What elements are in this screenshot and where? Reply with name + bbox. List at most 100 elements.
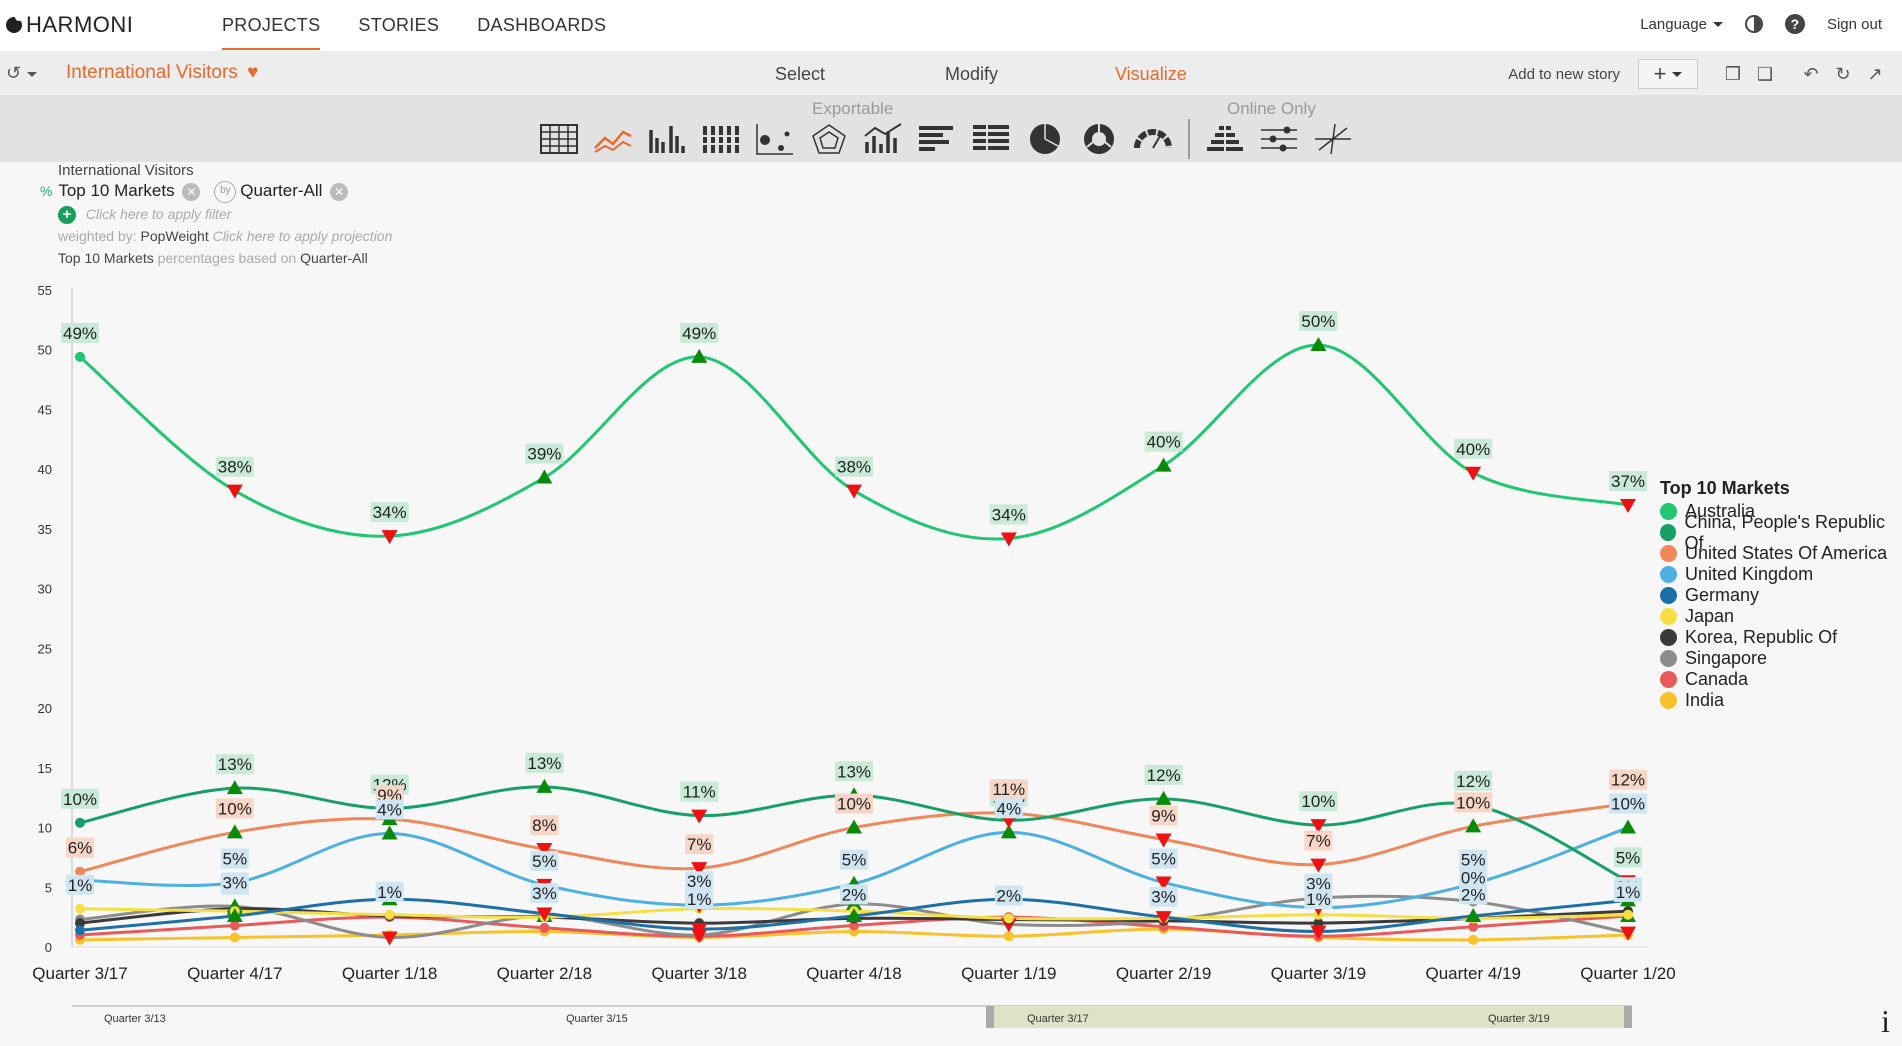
legend-item[interactable]: Australia bbox=[1660, 501, 1902, 522]
weight-value[interactable]: PopWeight bbox=[140, 228, 209, 245]
step-visualize[interactable]: Visualize bbox=[1115, 64, 1187, 84]
legend-item[interactable]: Germany bbox=[1660, 585, 1902, 606]
add-filter-icon[interactable]: + bbox=[58, 206, 76, 225]
horizontal-bar-icon[interactable] bbox=[912, 119, 962, 159]
increase-marker bbox=[1310, 336, 1327, 351]
chevron-down-icon bbox=[27, 71, 38, 77]
excel-export-icon[interactable]: ❒ bbox=[1724, 64, 1742, 84]
open-window-icon[interactable]: ↗ bbox=[1867, 64, 1883, 84]
decrease-marker bbox=[691, 923, 708, 938]
chart-type-icons bbox=[534, 119, 1358, 159]
data-label-bg bbox=[375, 799, 404, 820]
nav-dashboards[interactable]: DASHBOARDS bbox=[477, 15, 607, 35]
by-variable-tag[interactable]: Quarter-All bbox=[240, 181, 323, 200]
data-label: 5% bbox=[532, 852, 557, 871]
project-title[interactable]: International Visitors ♥ bbox=[66, 62, 258, 84]
pyramid-icon[interactable] bbox=[1200, 119, 1250, 159]
radar-icon[interactable] bbox=[804, 119, 854, 159]
increase-marker bbox=[1155, 457, 1172, 472]
nav-stories[interactable]: STORIES bbox=[358, 15, 440, 35]
donut-chart-icon[interactable] bbox=[1074, 119, 1124, 159]
decrease-marker bbox=[536, 907, 553, 922]
data-label-bg bbox=[1459, 849, 1488, 870]
story-controls: Add to new story + ❒ ❑ ↶ ↻ ↗ bbox=[1508, 59, 1886, 89]
gauge-icon[interactable] bbox=[1128, 119, 1178, 159]
data-label-bg bbox=[1609, 471, 1647, 492]
data-point bbox=[75, 925, 85, 936]
percent-icon: % bbox=[40, 183, 53, 199]
harmoni-logo[interactable]: HARMONI bbox=[6, 12, 133, 38]
legend-item[interactable]: Japan bbox=[1660, 606, 1902, 627]
decrease-marker bbox=[846, 484, 862, 499]
data-label-bg bbox=[994, 885, 1023, 906]
slider-chart-icon[interactable] bbox=[1254, 119, 1304, 159]
decrease-marker bbox=[1155, 833, 1172, 848]
add-story-button[interactable]: + bbox=[1638, 59, 1698, 89]
table-chart-icon[interactable] bbox=[534, 119, 584, 159]
variable-tag[interactable]: Top 10 Markets bbox=[58, 181, 175, 200]
apply-projection-link[interactable]: Click here to apply projection bbox=[212, 228, 393, 245]
heart-icon[interactable]: ♥ bbox=[247, 62, 259, 83]
remove-by-icon[interactable]: ✕ bbox=[330, 183, 349, 202]
powerpoint-export-icon[interactable]: ❑ bbox=[1756, 64, 1774, 84]
timeline-left-handle[interactable] bbox=[986, 1006, 994, 1028]
data-label-bg bbox=[220, 872, 249, 893]
remove-variable-icon[interactable]: ✕ bbox=[182, 183, 201, 202]
history-dropdown[interactable]: ↺ bbox=[6, 63, 38, 84]
data-label-bg bbox=[1609, 769, 1647, 790]
increase-marker bbox=[381, 825, 398, 840]
increase-marker bbox=[1155, 790, 1172, 805]
correspondence-map-icon[interactable] bbox=[1308, 119, 1358, 159]
legend-item[interactable]: China, People's Republic Of bbox=[1660, 512, 1902, 553]
apply-filter-link[interactable]: Click here to apply filter bbox=[85, 206, 232, 223]
legend-item[interactable]: United States Of America bbox=[1660, 543, 1902, 564]
data-label: 7% bbox=[1306, 832, 1331, 851]
data-label: 5% bbox=[1616, 848, 1641, 867]
y-tick-label: 55 bbox=[38, 283, 52, 298]
scatter-icon[interactable] bbox=[750, 119, 800, 159]
step-select[interactable]: Select bbox=[775, 64, 826, 84]
data-label: 34% bbox=[373, 503, 407, 522]
y-tick-label: 45 bbox=[38, 402, 52, 417]
data-label-bg bbox=[685, 871, 714, 892]
main-nav: PROJECTS STORIES DASHBOARDS bbox=[222, 0, 644, 50]
legend-item[interactable]: India bbox=[1660, 690, 1902, 711]
sign-out-link[interactable]: Sign out bbox=[1826, 15, 1882, 33]
data-label: 7% bbox=[687, 835, 712, 854]
data-label: 8% bbox=[532, 816, 557, 835]
legend-label: Singapore bbox=[1685, 648, 1768, 668]
pie-chart-icon[interactable] bbox=[1020, 119, 1070, 159]
step-modify[interactable]: Modify bbox=[945, 64, 999, 84]
x-tick-label: Quarter 2/18 bbox=[497, 964, 592, 983]
bar-chart-icon[interactable] bbox=[642, 119, 692, 159]
data-label: 40% bbox=[1147, 433, 1181, 452]
data-label-bg bbox=[680, 322, 719, 343]
data-label-bg bbox=[530, 850, 559, 871]
legend-item[interactable]: Korea, Republic Of bbox=[1660, 627, 1902, 648]
legend-label: India bbox=[1685, 690, 1725, 710]
nav-projects[interactable]: PROJECTS bbox=[222, 0, 321, 50]
x-tick-label: Quarter 4/18 bbox=[806, 964, 901, 983]
line-chart-icon[interactable] bbox=[588, 119, 638, 159]
legend-item[interactable]: Singapore bbox=[1660, 648, 1902, 669]
x-tick-label: Quarter 3/17 bbox=[32, 964, 127, 983]
refresh-icon[interactable]: ↻ bbox=[1835, 64, 1851, 84]
horizontal-stacked-icon[interactable] bbox=[966, 119, 1016, 159]
contrast-icon[interactable] bbox=[1744, 15, 1763, 33]
combo-chart-icon[interactable] bbox=[858, 119, 908, 159]
language-dropdown[interactable]: Language bbox=[1640, 16, 1723, 33]
project-bar: ↺ International Visitors ♥ Select Modify… bbox=[0, 51, 1902, 95]
stacked-bar-icon[interactable] bbox=[696, 119, 746, 159]
legend-item[interactable]: Canada bbox=[1660, 669, 1902, 690]
help-icon[interactable]: ? bbox=[1784, 14, 1805, 34]
timeline-slider[interactable]: Quarter 3/13 Quarter 3/15 Quarter 3/17 Q… bbox=[72, 1004, 1632, 1028]
data-label-bg bbox=[370, 502, 409, 523]
timeline-selection[interactable] bbox=[986, 1006, 1632, 1028]
chart-legend: Top 10 Markets Australia China, People's … bbox=[1660, 478, 1902, 711]
data-label: 12% bbox=[1456, 772, 1490, 791]
undo-icon[interactable]: ↶ bbox=[1803, 64, 1819, 84]
info-icon[interactable]: i bbox=[1881, 1003, 1890, 1039]
data-label: 11% bbox=[992, 780, 1025, 799]
legend-item[interactable]: United Kingdom bbox=[1660, 564, 1902, 585]
timeline-right-handle[interactable] bbox=[1624, 1006, 1632, 1028]
